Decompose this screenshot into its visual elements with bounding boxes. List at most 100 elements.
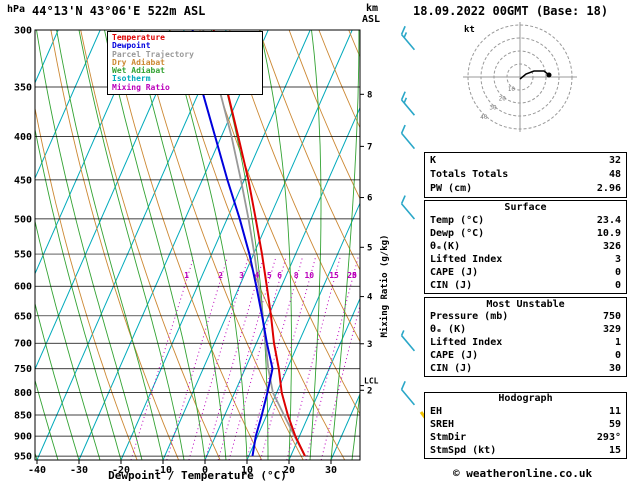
lcl-label: LCL (364, 377, 379, 386)
svg-text:10: 10 (304, 271, 314, 280)
legend-item-dry-adiabat: Dry Adiabat (112, 57, 165, 67)
table-label: EH (430, 406, 443, 418)
altitude-axis: 2 3 4 5 6 7 8 LCL (360, 90, 379, 396)
table-row: CAPE (J) 0 (425, 267, 626, 279)
legend-item-temperature: Temperature (112, 33, 165, 42)
hodograph-table: Hodograph EH 11 SREH 59 StmDir 293° StmSpd … (424, 392, 627, 459)
hodograph-storm-dot (546, 72, 552, 78)
svg-text:850: 850 (14, 411, 32, 422)
table-label: Lifted Index (430, 253, 503, 265)
table-label: Lifted Index (430, 337, 503, 349)
x-axis-label: Dewpoint / Temperature (°C) (108, 469, 287, 482)
table-row: CIN (J) 30 (425, 363, 626, 375)
svg-text:8: 8 (367, 90, 372, 100)
table-label: θₑ(K) (430, 240, 461, 252)
table-value: 32 (608, 154, 621, 166)
svg-text:300: 300 (14, 26, 32, 37)
table-label: Dewp (°C) (430, 227, 485, 239)
table-label: CAPE (J) (430, 266, 479, 278)
table-label: StmDir (430, 432, 467, 444)
table-row: Lifted Index 3 (425, 254, 626, 266)
legend-item-parcel: Parcel Trajectory (112, 49, 194, 59)
svg-text:8: 8 (294, 271, 299, 280)
svg-text:650: 650 (14, 311, 32, 322)
svg-text:4: 4 (367, 293, 373, 303)
svg-text:30: 30 (325, 465, 337, 476)
table-value: 30 (608, 363, 621, 375)
table-value: 15 (608, 445, 621, 457)
table-row: StmDir 293° (425, 432, 626, 444)
svg-text:3: 3 (239, 271, 244, 280)
svg-text:2: 2 (218, 271, 223, 280)
temperature-curve (212, 30, 306, 457)
svg-text:20: 20 (499, 95, 507, 102)
svg-text:10: 10 (508, 86, 516, 93)
table-row: K 32 (425, 155, 626, 167)
table-row: Totals Totals 48 (425, 169, 626, 181)
table-value: 293° (596, 432, 621, 444)
svg-text:350: 350 (14, 82, 32, 93)
svg-text:10: 10 (241, 465, 253, 476)
table-label: Temp (°C) (430, 214, 485, 226)
svg-text:400: 400 (14, 132, 32, 143)
table-label: K (430, 154, 437, 166)
svg-text:700: 700 (14, 339, 32, 350)
svg-text:6: 6 (277, 271, 282, 280)
temperature-axis: -40 -30 -20 -10 0 10 20 30 (28, 460, 337, 476)
table-label: CIN (J) (430, 279, 473, 291)
table-row: Temp (°C) 23.4 (425, 215, 626, 227)
table-label: PW (cm) (430, 182, 473, 194)
altitude-unit-asl: ASL (362, 14, 381, 25)
svg-text:4: 4 (255, 271, 260, 280)
surface-table: Surface Temp (°C) 23.4 Dewp (°C) 10.9 θₑ(K… (424, 200, 627, 294)
svg-text:550: 550 (14, 250, 32, 261)
svg-text:20: 20 (283, 465, 295, 476)
table-label: SREH (430, 419, 455, 431)
table-row: θₑ(K) 326 (425, 241, 626, 253)
pressure-unit-label: hPa (7, 4, 26, 15)
svg-text:25: 25 (347, 271, 357, 280)
table-value: 329 (602, 324, 621, 336)
svg-text:800: 800 (14, 388, 32, 399)
legend-item-mixing-ratio: Mixing Ratio (112, 82, 170, 92)
legend-box: Temperature Dewpoint Parcel Trajectory D… (107, 31, 263, 96)
wind-barb-icon (400, 91, 416, 116)
wind-barb-icon (400, 330, 416, 352)
table-value: 48 (608, 168, 621, 180)
svg-text:950: 950 (14, 452, 32, 463)
table-row: PW (cm) 2.96 (425, 183, 626, 195)
svg-text:20: 20 (347, 271, 357, 280)
table-title: Surface (504, 201, 547, 213)
table-label: θₑ (K) (430, 324, 467, 336)
table-label: CAPE (J) (430, 350, 479, 362)
svg-text:15: 15 (329, 271, 339, 280)
table-row: θₑ (K) 329 (425, 324, 626, 336)
svg-text:900: 900 (14, 432, 32, 443)
table-row: Lifted Index 1 (425, 337, 626, 349)
parcel-curve (202, 30, 306, 457)
copyright-text: © weatheronline.co.uk (453, 467, 593, 480)
table-row: EH 11 (425, 406, 626, 418)
svg-text:0: 0 (202, 465, 208, 476)
table-value: 750 (602, 311, 621, 323)
legend-item-isotherm: Isotherm (112, 74, 151, 84)
table-label: CIN (J) (430, 363, 473, 375)
svg-text:3: 3 (367, 340, 372, 350)
wind-barb-icon (400, 381, 416, 406)
wind-barb-icon (400, 195, 416, 220)
legend-item-dewpoint: Dewpoint (112, 41, 151, 51)
table-value: 0 (614, 266, 621, 278)
table-value: 326 (602, 240, 621, 252)
altitude-unit-km: km (366, 3, 379, 14)
table-value: 2.96 (596, 182, 621, 194)
svg-text:40: 40 (480, 114, 488, 121)
table-value: 3 (614, 253, 621, 265)
table-value: 0 (614, 350, 621, 362)
table-row: CAPE (J) 0 (425, 350, 626, 362)
table-row: CIN (J) 0 (425, 280, 626, 292)
station-title: 44°13'N 43°06'E 522m ASL (32, 4, 206, 18)
table-row: SREH 59 (425, 419, 626, 431)
